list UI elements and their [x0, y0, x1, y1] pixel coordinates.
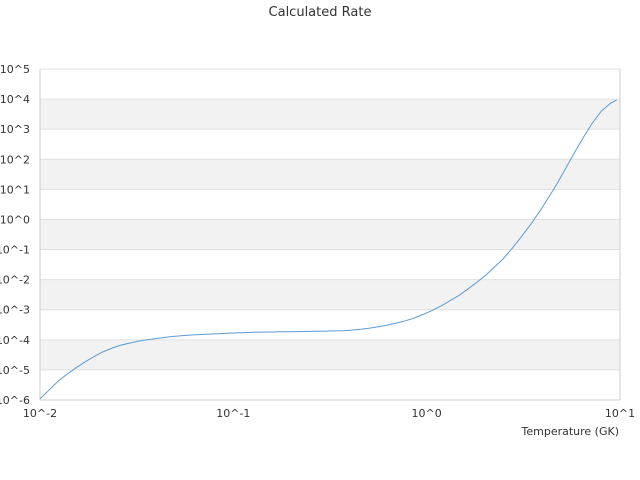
chart-title: Calculated Rate — [269, 5, 372, 20]
axes — [39, 69, 621, 401]
series-line — [39, 99, 617, 400]
y-tick-label: 10^5 — [0, 63, 30, 76]
series-group — [39, 99, 617, 400]
x-tick-label: 10^-1 — [216, 407, 250, 420]
y-tick-label: 10^-4 — [0, 334, 30, 347]
x-tick-label: 10^0 — [412, 407, 442, 420]
background-bands — [40, 99, 620, 370]
y-tick-label: 10^-2 — [0, 274, 30, 287]
background-band — [40, 159, 620, 190]
background-band — [40, 279, 620, 310]
x-axis-label: Temperature (GK) — [521, 425, 620, 438]
y-tick-label: 10^4 — [0, 93, 30, 106]
y-axis-ticks: 10^5 10^4 10^3 10^2 10^1 10^0 10^-1 10^-2 10^-3 1… — [0, 63, 30, 407]
y-tick-label: 10^-3 — [0, 304, 30, 317]
y-tick-label: 10^-5 — [0, 364, 30, 377]
x-tick-label: 10^-2 — [23, 407, 57, 420]
y-tick-label: 10^-6 — [0, 394, 30, 407]
y-tick-label: 10^2 — [0, 153, 30, 166]
y-tick-label: 10^0 — [0, 213, 30, 226]
x-axis-ticks: 10^-2 10^-1 10^0 10^1 — [23, 407, 635, 420]
y-tick-label: 10^3 — [0, 123, 30, 136]
background-band — [40, 99, 620, 130]
y-tick-label: 10^-1 — [0, 244, 30, 257]
background-band — [40, 219, 620, 250]
x-tick-label: 10^1 — [605, 407, 635, 420]
y-tick-label: 10^1 — [0, 183, 30, 196]
background-band — [40, 339, 620, 370]
